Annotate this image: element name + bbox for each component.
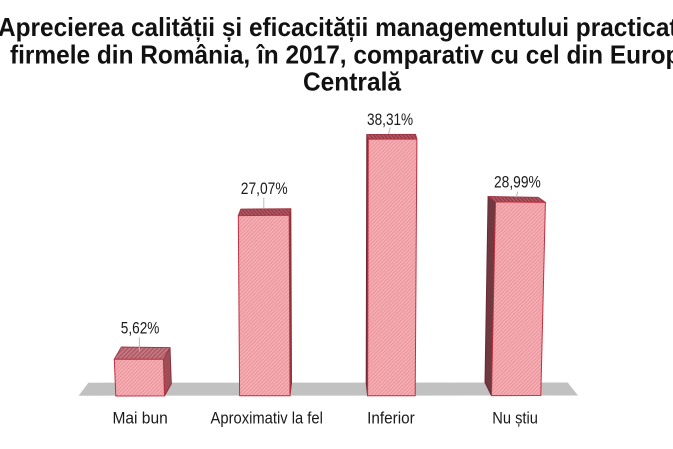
svg-text:38,31%: 38,31%: [367, 111, 413, 129]
svg-text:firmele din România, în 2017,: firmele din România, în 2017, comparativ…: [10, 39, 673, 69]
svg-text:Aprecierea calității și eficac: Aprecierea calității și eficacității man…: [0, 12, 673, 42]
svg-text:Nu știu: Nu știu: [492, 409, 538, 428]
svg-text:Aproximativ la fel: Aproximativ la fel: [211, 409, 323, 428]
svg-text:Mai bun: Mai bun: [112, 409, 167, 428]
svg-text:5,62%: 5,62%: [121, 320, 160, 338]
svg-text:27,07%: 27,07%: [241, 180, 288, 198]
svg-text:Inferior: Inferior: [367, 409, 415, 428]
svg-text:Centrală: Centrală: [303, 67, 402, 97]
svg-text:28,99%: 28,99%: [494, 173, 541, 191]
